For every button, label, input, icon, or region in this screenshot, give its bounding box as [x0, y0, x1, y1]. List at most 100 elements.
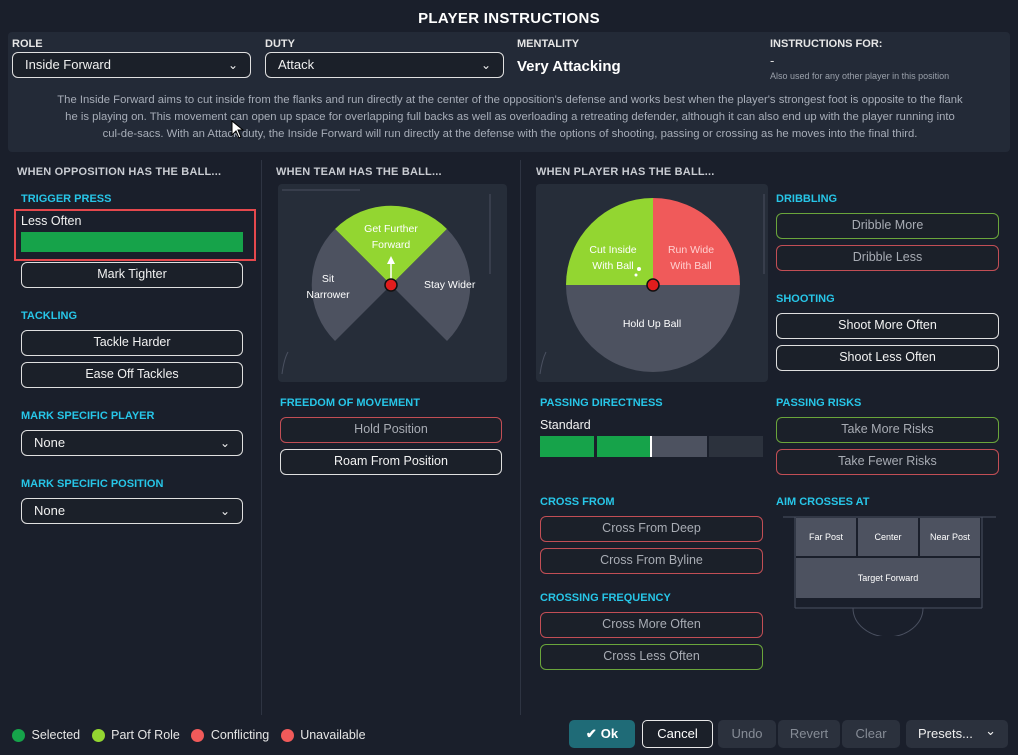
- team-wheel-panel: [278, 184, 507, 382]
- slider-segment: [652, 436, 707, 457]
- cross-from-deep-button[interactable]: Cross From Deep: [540, 516, 763, 542]
- dribble-less-button[interactable]: Dribble Less: [776, 245, 999, 271]
- duty-dropdown[interactable]: Attack ⌄: [265, 52, 504, 78]
- cross-less-often-button[interactable]: Cross Less Often: [540, 644, 763, 670]
- run-wide-sector[interactable]: [653, 198, 740, 285]
- revert-button[interactable]: Revert: [778, 720, 840, 748]
- presets-label: Presets...: [918, 726, 973, 741]
- shoot-more-often-button[interactable]: Shoot More Often: [776, 313, 999, 339]
- take-fewer-risks-button[interactable]: Take Fewer Risks: [776, 449, 999, 475]
- chevron-down-icon: ⌄: [985, 723, 996, 738]
- arrow-up-icon: [387, 256, 395, 264]
- ease-off-tackles-button[interactable]: Ease Off Tackles: [21, 362, 243, 388]
- tackling-label: TACKLING: [21, 310, 78, 322]
- mark-position-value: None: [34, 503, 66, 518]
- passing-risks-label: PASSING RISKS: [776, 397, 862, 409]
- legend-label: Selected: [31, 728, 81, 742]
- role-description: The Inside Forward aims to cut inside fr…: [20, 92, 1000, 143]
- cut-inside-sector[interactable]: [566, 198, 653, 285]
- column-divider: [520, 160, 521, 715]
- conflicting-dot-icon: [191, 729, 205, 743]
- trigger-press-highlight[interactable]: [14, 209, 256, 261]
- mark-tighter-button[interactable]: Mark Tighter: [21, 262, 243, 288]
- legend-label: Conflicting: [210, 728, 270, 742]
- aim-crosses-label: AIM CROSSES AT: [776, 496, 870, 508]
- wheel-label: Cut Inside: [589, 244, 637, 256]
- get-further-forward-sector[interactable]: [335, 205, 447, 285]
- legend-label: Unavailable: [300, 728, 366, 742]
- instructions-for-value: -: [770, 53, 775, 68]
- dribble-more-button[interactable]: Dribble More: [776, 213, 999, 239]
- trigger-press-label: TRIGGER PRESS: [21, 193, 112, 205]
- cut-inside-label: Cut Inside With Ball: [578, 242, 648, 274]
- selected-dot-icon: [12, 729, 25, 743]
- shoot-less-often-button[interactable]: Shoot Less Often: [776, 345, 999, 371]
- instructions-for-note: Also used for any other player in this p…: [770, 71, 950, 81]
- wheel-label: With Ball: [592, 260, 634, 272]
- trigger-press-slider[interactable]: [21, 232, 243, 252]
- take-more-risks-button[interactable]: Take More Risks: [776, 417, 999, 443]
- cross-more-often-button[interactable]: Cross More Often: [540, 612, 763, 638]
- ball-trail-icon: [634, 273, 638, 277]
- stay-wider-sector[interactable]: [391, 229, 471, 341]
- clear-button[interactable]: Clear: [842, 720, 900, 748]
- mark-position-label: MARK SPECIFIC POSITION: [21, 478, 164, 490]
- tackle-harder-button[interactable]: Tackle Harder: [21, 330, 243, 356]
- mentality-value: Very Attacking: [517, 58, 621, 75]
- player-marker: [384, 278, 398, 292]
- team-header: WHEN TEAM HAS THE BALL...: [276, 166, 442, 178]
- presets-button[interactable]: Presets... ⌄: [906, 720, 1008, 748]
- wheel-label: With Ball: [670, 260, 712, 272]
- dribbling-label: DRIBBLING: [776, 193, 838, 205]
- roam-from-position-button[interactable]: Roam From Position: [280, 449, 502, 475]
- part-of-role-dot-icon: [91, 729, 105, 743]
- duty-label: DUTY: [265, 38, 295, 50]
- wheel-label: Run Wide: [667, 244, 715, 256]
- shooting-label: SHOOTING: [776, 293, 835, 305]
- center-target[interactable]: Center: [858, 518, 918, 556]
- slider-segment: [540, 436, 594, 457]
- cross-from-byline-button[interactable]: Cross From Byline: [540, 548, 763, 574]
- mark-player-dropdown[interactable]: None ⌄: [21, 430, 243, 456]
- role-label: ROLE: [12, 38, 43, 50]
- hold-up-ball-label: Hold Up Ball: [622, 318, 682, 330]
- passing-directness-label: PASSING DIRECTNESS: [540, 397, 663, 409]
- freedom-label: FREEDOM OF MOVEMENT: [280, 397, 420, 409]
- role-dropdown[interactable]: Inside Forward ⌄: [12, 52, 251, 78]
- hold-up-ball-sector[interactable]: [566, 285, 740, 372]
- mark-player-value: None: [34, 435, 66, 450]
- unavailable-dot-icon: [280, 729, 294, 743]
- description-line: cul-de-sacs. With an Attack duty, the In…: [102, 128, 918, 140]
- chevron-down-icon: ⌄: [227, 58, 238, 72]
- ok-button[interactable]: ✔ Ok: [569, 720, 635, 748]
- legend-label: Part Of Role: [111, 728, 180, 742]
- cancel-button[interactable]: Cancel: [642, 720, 713, 748]
- sit-narrower-sector[interactable]: [311, 229, 391, 341]
- passing-directness-value: Standard: [540, 418, 591, 432]
- cross-from-label: CROSS FROM: [540, 496, 615, 508]
- slider-handle[interactable]: [650, 436, 652, 457]
- pitch-lines: [783, 516, 996, 638]
- player-header: WHEN PLAYER HAS THE BALL...: [536, 166, 715, 178]
- trigger-press-fill: [21, 232, 243, 252]
- mouse-cursor-icon: [231, 120, 245, 139]
- chevron-down-icon: ⌄: [219, 504, 230, 518]
- near-post-target[interactable]: Near Post: [920, 518, 980, 556]
- duty-value: Attack: [278, 57, 315, 72]
- mark-player-label: MARK SPECIFIC PLAYER: [21, 410, 155, 422]
- undo-button[interactable]: Undo: [718, 720, 776, 748]
- wheel-label: Sit: [321, 273, 335, 285]
- get-further-forward-label: Get Further Forward: [340, 221, 442, 253]
- target-forward-target[interactable]: Target Forward: [796, 558, 980, 598]
- aim-crosses-pitch: [783, 516, 996, 638]
- mark-position-dropdown[interactable]: None ⌄: [21, 498, 243, 524]
- mentality-label: MENTALITY: [517, 38, 580, 50]
- wheel-label: Get Further: [364, 223, 418, 235]
- team-wheel: [281, 189, 491, 375]
- stay-wider-label: Stay Wider: [424, 279, 476, 291]
- passing-directness-slider[interactable]: [540, 436, 763, 457]
- hold-position-button[interactable]: Hold Position: [280, 417, 502, 443]
- opposition-header: WHEN OPPOSITION HAS THE BALL...: [17, 166, 222, 178]
- far-post-target[interactable]: Far Post: [796, 518, 856, 556]
- description-line: he is playing on. This movement can open…: [65, 111, 955, 123]
